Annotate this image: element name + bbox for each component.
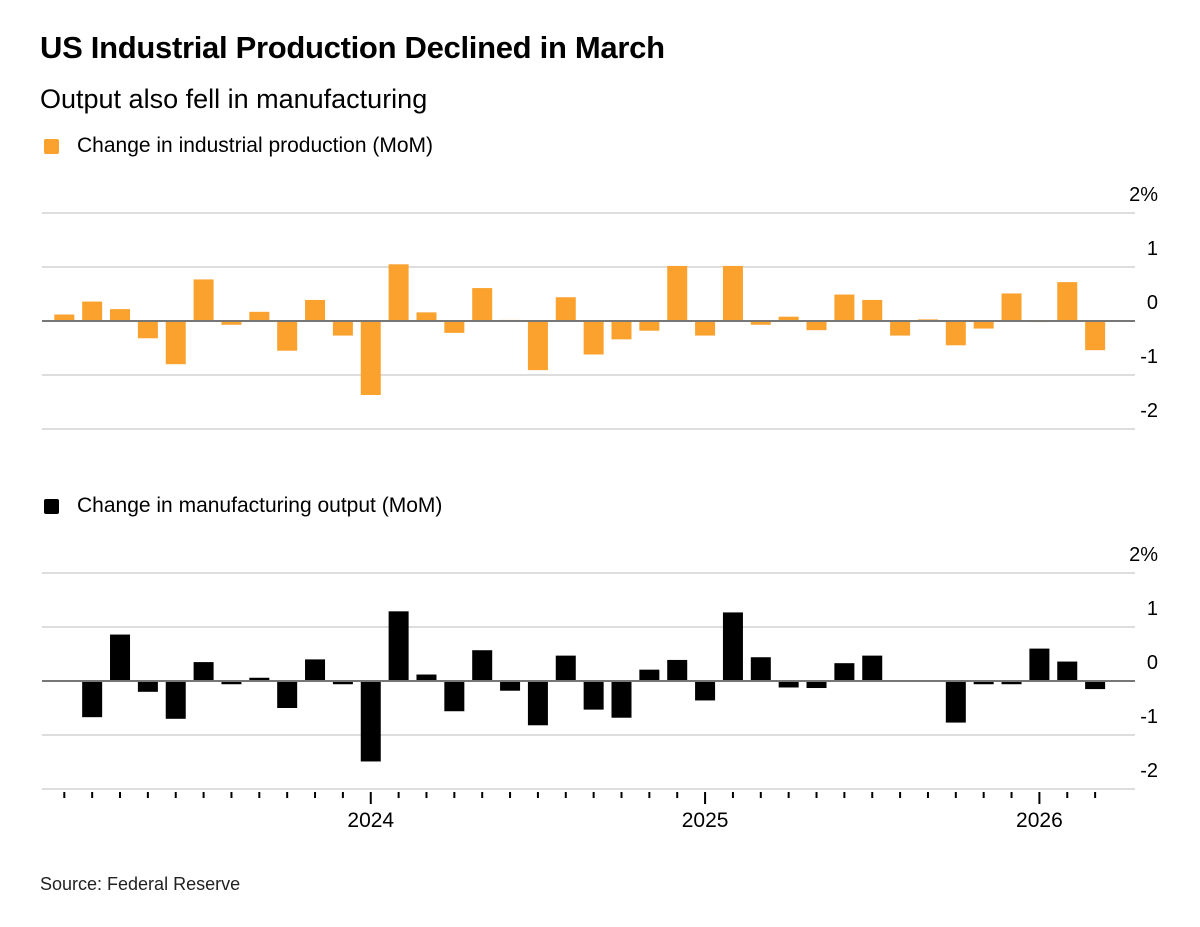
industrial-bar	[193, 279, 214, 321]
industrial-bar	[890, 321, 911, 336]
industrial-bar	[1001, 293, 1022, 321]
x-tick-label: 2025	[682, 809, 729, 832]
manufacturing-bar	[862, 655, 883, 681]
manufacturing-bar	[500, 681, 521, 691]
industrial-bar	[639, 321, 660, 331]
industrial-bar	[667, 265, 688, 321]
industrial-bar	[332, 321, 353, 336]
y-tick-label: 0	[1147, 292, 1158, 314]
industrial-bar	[444, 321, 465, 333]
manufacturing-bar	[110, 634, 131, 681]
manufacturing-bar	[165, 681, 186, 719]
industrial-bar	[1057, 282, 1078, 321]
manufacturing-bar	[277, 681, 298, 708]
industrial-bar	[806, 321, 827, 331]
y-tick-label: 2%	[1129, 544, 1158, 566]
industrial-bar	[305, 299, 326, 321]
manufacturing-bar	[221, 681, 242, 685]
industrial-bar	[110, 309, 131, 321]
industrial-bar	[722, 265, 743, 321]
manufacturing-bar	[360, 681, 381, 762]
manufacturing-bar	[388, 611, 409, 681]
industrial-bar	[137, 321, 158, 339]
legend-label-manufacturing: Change in manufacturing output (MoM)	[77, 494, 443, 517]
industrial-bar	[611, 321, 632, 340]
manufacturing-bar	[695, 681, 716, 701]
industrial-bar	[583, 321, 604, 355]
industrial-bar	[555, 297, 576, 321]
manufacturing-bar	[305, 659, 326, 681]
manufacturing-bar	[1001, 681, 1022, 685]
manufacturing-bar	[611, 681, 632, 718]
industrial-bar	[973, 321, 994, 329]
industrial-bar	[54, 314, 75, 321]
manufacturing-bar	[806, 681, 827, 689]
chart-title: US Industrial Production Declined in Mar…	[40, 30, 665, 65]
industrial-bar	[165, 321, 186, 365]
manufacturing-bar	[137, 681, 158, 692]
manufacturing-bar	[750, 657, 771, 681]
y-tick-label: -1	[1140, 346, 1158, 368]
industrial-bar	[778, 316, 799, 321]
industrial-bar	[862, 299, 883, 321]
y-tick-label: -1	[1140, 706, 1158, 728]
manufacturing-bar	[639, 669, 660, 681]
industrial-bar	[360, 321, 381, 395]
industrial-bar	[277, 321, 298, 351]
manufacturing-bar	[778, 681, 799, 688]
manufacturing-bar	[1085, 681, 1106, 690]
manufacturing-bar	[667, 659, 688, 681]
y-tick-label: -2	[1140, 760, 1158, 782]
industrial-bar	[388, 264, 409, 321]
manufacturing-bar	[249, 677, 270, 681]
manufacturing-bar	[973, 681, 994, 685]
y-tick-label: 0	[1147, 652, 1158, 674]
industrial-bar	[416, 312, 437, 321]
industrial-bar	[249, 311, 270, 321]
manufacturing-bar	[583, 681, 604, 710]
industrial-bar	[945, 321, 966, 346]
source-note: Source: Federal Reserve	[40, 874, 241, 894]
industrial-bar	[1085, 321, 1106, 351]
manufacturing-bar	[332, 681, 353, 685]
y-tick-label: 1	[1147, 598, 1158, 620]
industrial-bar	[750, 321, 771, 325]
legend-swatch-manufacturing	[44, 498, 59, 514]
manufacturing-bar	[722, 612, 743, 681]
x-tick-label: 2026	[1016, 809, 1063, 832]
chart-subtitle: Output also fell in manufacturing	[40, 84, 428, 114]
industrial-bar	[695, 321, 716, 336]
legend-label-industrial: Change in industrial production (MoM)	[77, 134, 434, 157]
industrial-bar	[221, 321, 242, 325]
manufacturing-bar	[472, 650, 493, 681]
y-tick-label: 2%	[1129, 184, 1158, 206]
industrial-bar	[834, 294, 855, 321]
manufacturing-bar	[1029, 648, 1050, 681]
industrial-bar	[527, 321, 548, 371]
manufacturing-bar	[193, 662, 214, 681]
manufacturing-bar	[945, 681, 966, 723]
legend-swatch-industrial	[44, 138, 59, 154]
legend-manufacturing: Change in manufacturing output (MoM)	[44, 494, 442, 518]
manufacturing-bar	[416, 674, 437, 681]
legend-industrial: Change in industrial production (MoM)	[44, 134, 433, 158]
manufacturing-bar	[555, 655, 576, 681]
y-tick-label: -2	[1140, 400, 1158, 422]
industrial-bar	[82, 301, 103, 321]
manufacturing-bar	[834, 663, 855, 681]
x-tick-label: 2024	[347, 809, 394, 832]
manufacturing-bar	[1057, 661, 1078, 681]
manufacturing-bar	[527, 681, 548, 726]
manufacturing-bar	[82, 681, 103, 718]
industrial-bar	[472, 288, 493, 321]
y-tick-label: 1	[1147, 238, 1158, 260]
manufacturing-bar	[444, 681, 465, 712]
